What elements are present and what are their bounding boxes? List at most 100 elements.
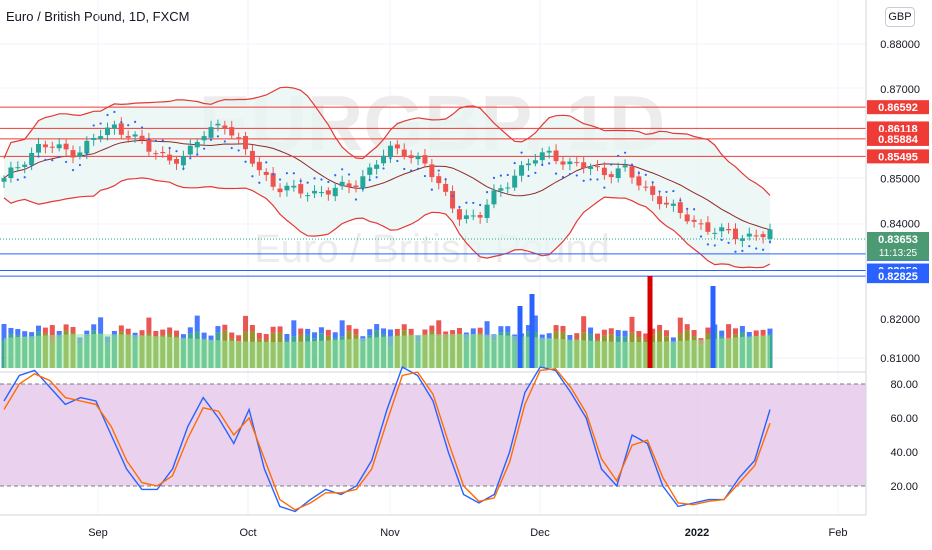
price-tick-label: 0.81000 <box>880 353 920 365</box>
price-level-tag: 0.85495 <box>878 151 918 163</box>
candle-body <box>132 134 138 137</box>
candle-body <box>450 191 456 209</box>
sar-dot <box>589 178 592 181</box>
candle-body <box>746 233 752 237</box>
sar-dot <box>575 174 578 177</box>
candle-body <box>353 185 359 187</box>
volume-bar-cap <box>739 326 745 333</box>
candle-body <box>650 186 656 195</box>
sar-dot <box>258 181 261 184</box>
sar-dot <box>748 245 751 248</box>
sar-dot <box>189 157 192 160</box>
volume-bar-cap <box>677 317 683 334</box>
candle-body <box>118 123 124 135</box>
time-tick-label: 2022 <box>685 527 709 539</box>
candle-body <box>174 158 180 164</box>
candle-body <box>601 167 607 176</box>
candle-body <box>339 181 345 187</box>
stoch-d-line <box>3 367 771 511</box>
volume-bar-cap <box>56 331 62 338</box>
volume-bar-cap <box>394 328 400 335</box>
sar-dot <box>361 187 364 190</box>
candle-body <box>270 173 276 187</box>
time-tick-label: Nov <box>380 527 400 539</box>
volume-bar-cap <box>98 317 104 334</box>
volume-bar-cap <box>567 335 573 342</box>
sar-dot <box>113 110 116 114</box>
sar-dot <box>692 208 696 211</box>
candle-body <box>222 125 228 129</box>
sar-dot <box>403 167 406 171</box>
sar-dot <box>127 124 130 127</box>
volume-bar-cap <box>42 327 48 334</box>
volume-bar-cap <box>222 324 228 331</box>
sar-dot <box>527 174 530 178</box>
candle-body <box>208 127 214 138</box>
sar-dot <box>285 172 289 175</box>
candle-body <box>567 161 573 165</box>
sar-dot <box>334 174 337 177</box>
volume-bar-cap <box>684 324 690 331</box>
currency-button[interactable]: GBP <box>885 7 915 27</box>
candle-body <box>726 228 732 231</box>
volume-bar-cap <box>256 332 262 339</box>
candle-body <box>22 164 28 167</box>
volume-bar-cap <box>312 332 318 339</box>
sar-dot <box>99 122 102 125</box>
volume-bar-cap <box>622 330 628 337</box>
candle-body <box>374 164 380 169</box>
candle-body <box>277 188 283 193</box>
candle-body <box>684 214 690 222</box>
volume-bar-cap <box>636 331 642 338</box>
sar-dot <box>244 160 247 163</box>
volume-bar-cap <box>284 334 290 341</box>
volume-bar-cap <box>167 327 173 334</box>
volume-bar-cap <box>291 320 297 337</box>
candle-body <box>436 176 442 184</box>
sar-dot <box>292 172 295 175</box>
volume-bar-cap <box>305 328 311 335</box>
sar-dot <box>506 173 509 177</box>
candle-body <box>491 190 497 205</box>
volume-bar-cap <box>215 326 221 333</box>
volume-bar-cap <box>498 326 504 333</box>
sar-dot <box>203 147 206 150</box>
candle-body <box>477 215 483 218</box>
volume-bar-cap <box>505 326 511 333</box>
sar-dot <box>78 163 82 167</box>
candle-body <box>42 144 48 148</box>
candle-body <box>249 150 255 164</box>
sar-dot <box>610 163 613 166</box>
volume-spike <box>647 276 653 368</box>
sar-dot <box>168 146 171 150</box>
stoch-tick-label: 80.00 <box>890 379 918 391</box>
sar-dot <box>272 173 275 176</box>
volume-bar-cap <box>450 330 456 337</box>
time-tick-label: Feb <box>829 527 848 539</box>
sar-dot <box>727 241 730 244</box>
time-tick-label: Dec <box>530 527 550 539</box>
sar-dot <box>375 176 378 179</box>
candle-body <box>594 166 600 168</box>
volume-bar-cap <box>760 329 766 336</box>
volume-bar-cap <box>298 328 304 335</box>
volume-bar-cap <box>601 329 607 336</box>
volume-bar-cap <box>719 330 725 337</box>
candle-body <box>519 165 525 176</box>
volume-bar-cap <box>422 329 428 336</box>
stoch-band <box>0 384 866 486</box>
candle-body <box>263 171 269 175</box>
candle-body <box>187 145 193 155</box>
volume-bar-cap <box>588 327 594 334</box>
volume-bar-cap <box>643 333 649 340</box>
candle-body <box>546 150 552 153</box>
sar-dot <box>644 173 647 176</box>
candle-body <box>691 219 697 222</box>
volume-bar-cap <box>8 327 14 334</box>
sar-dot <box>479 203 482 207</box>
sar-dot <box>216 135 220 138</box>
volume-bar-cap <box>208 335 214 342</box>
sar-dot <box>630 163 634 167</box>
sar-dot <box>44 158 47 161</box>
